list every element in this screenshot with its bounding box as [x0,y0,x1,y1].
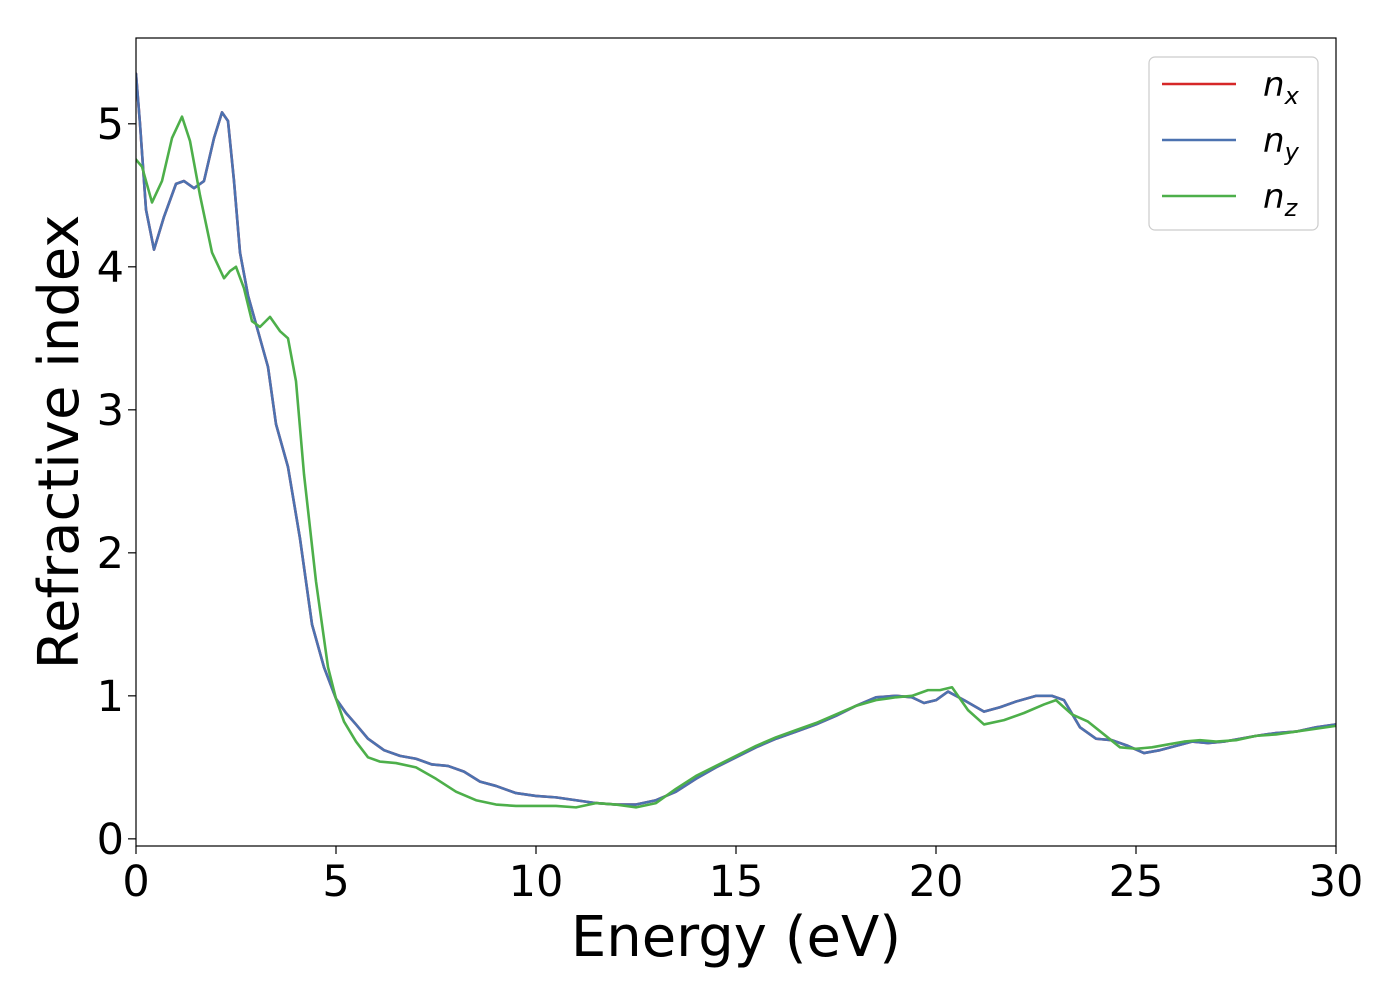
y-tick-label: 4 [97,243,124,293]
legend-label-ny: ny [1263,121,1300,166]
legend-box [1148,56,1319,231]
y-tick-label: 5 [97,100,124,150]
y-tick-label: 2 [97,529,124,579]
x-tick-label: 0 [122,857,149,907]
x-tick-label: 25 [1109,857,1164,907]
y-axis-title: Refractive index [27,215,92,670]
series-layer [136,72,1336,809]
x-tick-label: 5 [322,857,349,907]
series-line-ny [136,72,1336,806]
x-axis-title: Energy (eV) [571,905,901,970]
x-tick-label: 30 [1309,857,1364,907]
ticks-layer: 0 5 10 15 20 25 30 0 1 2 3 4 5 [97,100,1364,907]
y-tick-label: 1 [97,672,124,722]
series-line-nz [136,115,1336,809]
x-tick-label: 20 [909,857,964,907]
legend: nx ny nz [1148,56,1319,231]
y-tick-label: 3 [97,386,124,436]
x-tick-label: 10 [509,857,564,907]
legend-label-nz: nz [1263,177,1299,222]
x-tick-label: 15 [709,857,764,907]
legend-label-nx: nx [1263,65,1300,110]
y-tick-label: 0 [97,815,124,865]
